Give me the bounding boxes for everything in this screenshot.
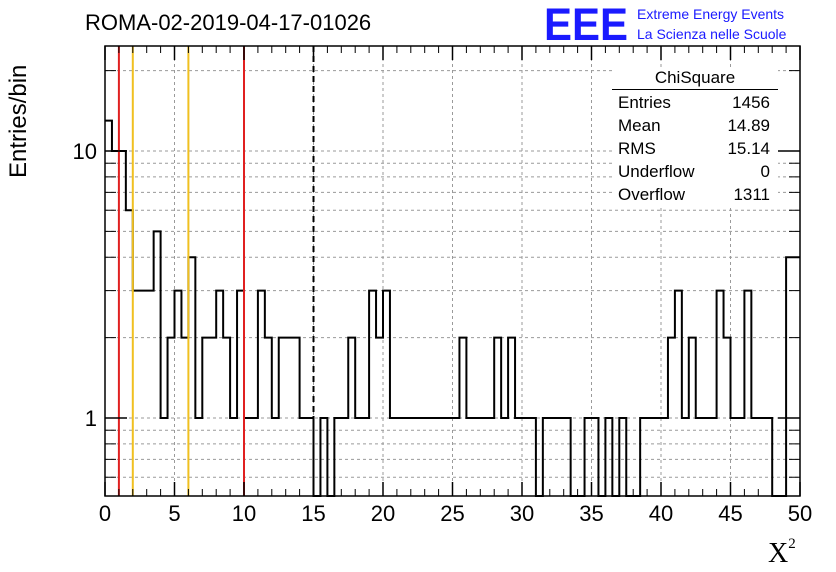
x-tick-label: 50: [788, 501, 812, 526]
eee-line2: La Scienza nelle Scuole: [637, 26, 787, 42]
x-axis-label-symbol: X: [768, 538, 789, 569]
stats-value: 14.89: [727, 116, 770, 135]
histogram-series: [105, 119, 800, 497]
stats-label: Entries: [618, 93, 671, 112]
chart-title: ROMA-02-2019-04-17-01026: [85, 10, 372, 35]
x-axis-label-exponent: 2: [788, 536, 796, 552]
stats-value: 15.14: [727, 139, 770, 158]
stats-row-entries: Entries 1456: [612, 91, 778, 114]
stats-value: 1311: [733, 185, 770, 204]
stats-label: Underflow: [618, 162, 695, 181]
stats-label: RMS: [618, 139, 656, 158]
x-tick-label: 25: [440, 501, 464, 526]
x-tick-label: 5: [168, 501, 180, 526]
stats-box-title: ChiSquare: [612, 67, 778, 90]
stats-box: ChiSquare Entries 1456 Mean 14.89 RMS 15.14…: [612, 67, 778, 206]
stats-row-mean: Mean 14.89: [612, 114, 778, 137]
stats-label: Mean: [618, 116, 661, 135]
y-axis-label: Entries/bin: [5, 64, 32, 178]
x-tick-label: 0: [99, 501, 111, 526]
x-tick-label: 15: [301, 501, 325, 526]
x-tick-label: 35: [579, 501, 603, 526]
eee-logo-letters: EEE: [544, 2, 628, 42]
x-axis-label: X2: [768, 536, 796, 570]
stats-row-rms: RMS 15.14: [612, 137, 778, 160]
y-tick-label: 1: [85, 406, 97, 431]
stats-label: Overflow: [618, 185, 686, 204]
stats-value: 1456: [732, 93, 770, 112]
x-tick-label: 45: [718, 501, 742, 526]
y-tick-label: 10: [73, 139, 97, 164]
eee-subtitle: Extreme Energy Events La Scienza nelle S…: [637, 4, 786, 44]
stats-row-underflow: Underflow 0: [612, 160, 778, 183]
eee-logo: EEE: [544, 2, 628, 42]
stats-value: 0: [760, 162, 770, 181]
x-tick-label: 40: [649, 501, 673, 526]
x-tick-label: 30: [510, 501, 534, 526]
stats-row-overflow: Overflow 1311: [612, 183, 778, 206]
x-tick-label: 10: [232, 501, 256, 526]
x-tick-label: 20: [371, 501, 395, 526]
eee-line1: Extreme Energy Events: [637, 6, 785, 22]
